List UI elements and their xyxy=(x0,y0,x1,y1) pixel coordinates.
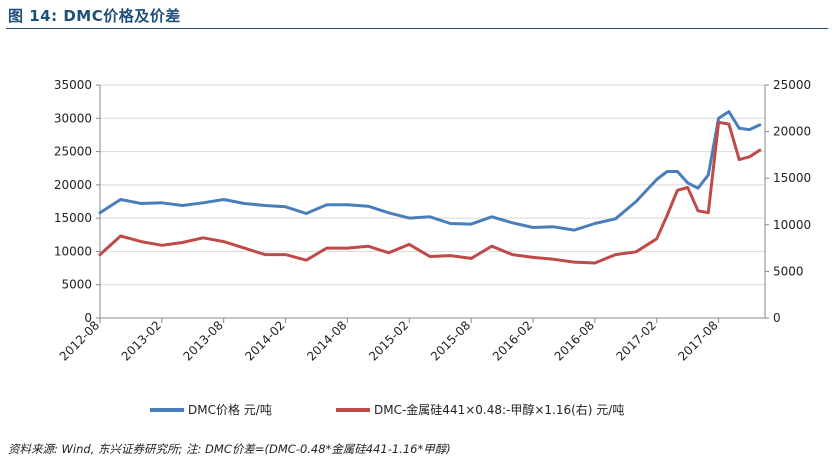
line-chart: 0 5000 10000 15000 20000 25000 30000 35000 0 500… xyxy=(54,78,811,364)
legend-item-dmc-price: DMC价格 元/吨 xyxy=(150,401,272,418)
x-tick-label: 2014-08 xyxy=(304,318,349,363)
x-tick-label: 2015-08 xyxy=(428,318,473,363)
title-divider xyxy=(6,28,828,29)
series-line-dmc-spread xyxy=(98,120,762,265)
right-tick-label: 25000 xyxy=(773,78,811,92)
x-axis-ticks: 2012-08 2013-02 2013-08 2014-02 2014-08 2015-… xyxy=(57,318,721,363)
left-tick-label: 30000 xyxy=(54,111,92,125)
right-tick-label: 20000 xyxy=(773,125,811,139)
left-axis-ticks: 0 5000 10000 15000 20000 25000 30000 35000 xyxy=(54,78,92,325)
left-tick-label: 0 xyxy=(84,311,92,325)
x-tick-label: 2013-02 xyxy=(119,318,164,363)
x-tick-label: 2013-08 xyxy=(180,318,225,363)
left-tick-label: 25000 xyxy=(54,145,92,159)
grid-lines xyxy=(100,84,765,286)
legend-label-dmc-price: DMC价格 元/吨 xyxy=(188,403,272,417)
legend-swatch-dmc-spread xyxy=(336,407,370,412)
x-tick-label: 2012-08 xyxy=(57,318,102,363)
left-tick-label: 20000 xyxy=(54,178,92,192)
left-tick-label: 15000 xyxy=(54,211,92,225)
x-tick-label: 2016-02 xyxy=(490,318,535,363)
right-axis-ticks: 0 5000 10000 15000 20000 25000 xyxy=(773,78,811,325)
series-line-dmc-price xyxy=(98,110,762,232)
figure-title: 图 14: DMC价格及价差 xyxy=(8,7,181,25)
x-tick-label: 2017-02 xyxy=(614,318,659,363)
right-tick-label: 10000 xyxy=(773,218,811,232)
series-lines xyxy=(98,110,762,265)
legend-label-dmc-spread: DMC-金属硅441×0.48:-甲醇×1.16(右) 元/吨 xyxy=(374,403,625,417)
legend-item-dmc-spread: DMC-金属硅441×0.48:-甲醇×1.16(右) 元/吨 xyxy=(336,401,624,418)
left-tick-label: 35000 xyxy=(54,78,92,92)
right-tick-label: 5000 xyxy=(773,264,804,278)
source-note: 资料来源: Wind, 东兴证券研究所; 注: DMC价差=(DMC-0.48*… xyxy=(8,442,451,456)
x-tick-label: 2014-02 xyxy=(242,318,287,363)
left-tick-label: 10000 xyxy=(54,244,92,258)
legend-swatch-dmc-price xyxy=(150,407,184,412)
left-tick-label: 5000 xyxy=(61,278,92,292)
x-tick-label: 2016-08 xyxy=(552,318,597,363)
right-tick-label: 0 xyxy=(773,311,781,325)
x-tick-label: 2015-02 xyxy=(366,318,411,363)
chart-axes xyxy=(96,84,769,323)
x-tick-label: 2017-08 xyxy=(675,318,720,363)
right-tick-label: 15000 xyxy=(773,171,811,185)
